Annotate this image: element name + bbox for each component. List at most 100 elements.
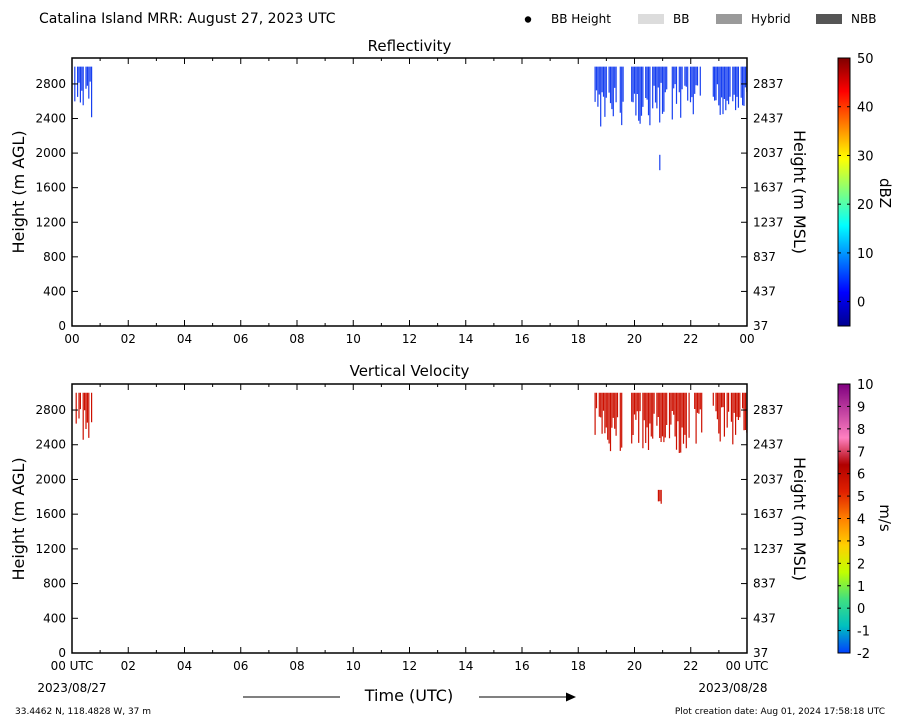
reflectivity-panel: Reflectivity Height (m AGL) Height (m MS…	[9, 37, 894, 346]
y-tick-label-right: 2437	[753, 112, 784, 126]
velocity-colorbar: -2 -1 0 1 2 3 4 5 6 7 8 9 10	[837, 378, 874, 662]
y-tick-label: 400	[43, 284, 66, 298]
y-tick-label-right: 437	[753, 284, 776, 298]
velocity-title: Vertical Velocity	[350, 362, 470, 380]
plot-frame	[71, 57, 748, 327]
reflectivity-colorbar: 0 10 20 30 40 50	[837, 52, 874, 327]
x-tick-label: 18	[571, 659, 586, 673]
y-tick-label: 2800	[35, 77, 66, 91]
y-tick-label-right: 1237	[753, 215, 784, 229]
colorbar-tick-label: 8	[857, 423, 865, 438]
legend-label-2: Hybrid	[751, 12, 791, 26]
x-tick-label: 08	[289, 332, 304, 346]
y-tick-label: 0	[58, 319, 66, 333]
x-tick-label: 04	[177, 659, 192, 673]
y-tick-label-right: 1237	[753, 542, 784, 556]
colorbar-tick-label: 6	[857, 468, 865, 483]
plot-creation-date: Plot creation date: Aug 01, 2024 17:58:1…	[675, 707, 885, 717]
y-tick-label: 2400	[35, 112, 66, 126]
echo-segment-1	[594, 66, 624, 127]
start-date: 2023/08/27	[37, 681, 106, 695]
y-tick-label-right: 2037	[753, 472, 784, 486]
time-arrow-head-icon	[566, 692, 576, 702]
y-tick-label: 400	[43, 611, 66, 625]
colorbar-tick-label: 7	[857, 445, 865, 460]
x-tick-label: 20	[627, 332, 642, 346]
legend-swatch-hybrid	[716, 14, 742, 24]
x-tick-label: 06	[233, 332, 248, 346]
x-tick-label: 00	[739, 332, 754, 346]
colorbar-tick-label: 0	[857, 296, 865, 311]
velocity-ylabel-agl: Height (m AGL)	[9, 457, 28, 580]
x-tick-label: 02	[121, 332, 136, 346]
legend-label-1: BB	[673, 12, 689, 26]
reflectivity-ylabel-msl: Height (m MSL)	[790, 130, 809, 254]
x-tick-label: 00 UTC	[51, 659, 94, 673]
y-tick-label-right: 2037	[753, 146, 784, 160]
y-tick-label-right: 37	[753, 319, 768, 333]
x-tick-label: 14	[458, 332, 473, 346]
y-tick-label-right: 2437	[753, 438, 784, 452]
colorbar-ramp	[837, 57, 851, 327]
legend-swatch-bb	[638, 14, 664, 24]
legend-swatch-nbb	[816, 14, 842, 24]
colorbar-tick-label: 30	[857, 149, 874, 164]
y-tick-label-right: 1637	[753, 507, 784, 521]
y-tick-label: 2000	[35, 146, 66, 160]
colorbar-tick-label: 1	[857, 580, 865, 595]
y-tick-label: 1200	[35, 215, 66, 229]
x-tick-label: 06	[233, 659, 248, 673]
y-tick-label: 0	[58, 646, 66, 660]
colorbar-tick-label: -2	[857, 647, 870, 662]
y-tick-label-right: 1637	[753, 181, 784, 195]
y-tick-label-right: 837	[753, 577, 776, 591]
legend-label-0: BB Height	[551, 12, 611, 26]
colorbar-tick-label: 2	[857, 557, 865, 572]
station-location: 33.4462 N, 118.4828 W, 37 m	[15, 707, 151, 717]
y-tick-label: 2400	[35, 438, 66, 452]
x-tick-label: 22	[683, 332, 698, 346]
end-date: 2023/08/28	[698, 681, 767, 695]
colorbar-tick-label: 3	[857, 535, 865, 550]
x-tick-label: 18	[571, 332, 586, 346]
colorbar-tick-label: 50	[857, 52, 874, 67]
echo-segment-0	[75, 392, 93, 440]
y-tick-label-right: 2837	[753, 77, 784, 91]
x-tick-label: 02	[121, 659, 136, 673]
y-tick-label-right: 2837	[753, 403, 784, 417]
velocity-colorbar-label: m/s	[876, 504, 894, 532]
reflectivity-colorbar-label: dBZ	[876, 178, 894, 208]
x-tick-label: 20	[627, 659, 642, 673]
colorbar-tick-label: 5	[857, 490, 865, 505]
y-tick-label: 800	[43, 250, 66, 264]
bb-height-dot-icon	[524, 16, 532, 23]
x-tick-label: 12	[402, 659, 417, 673]
y-tick-label: 800	[43, 577, 66, 591]
y-tick-label: 2800	[35, 403, 66, 417]
legend-label-3: NBB	[851, 12, 876, 26]
reflectivity-title: Reflectivity	[368, 37, 452, 55]
x-tick-label: 00	[64, 332, 79, 346]
y-tick-label-right: 37	[753, 646, 768, 660]
x-tick-label: 22	[683, 659, 698, 673]
x-tick-label: 10	[346, 332, 361, 346]
y-tick-label: 2000	[35, 472, 66, 486]
colorbar-tick-label: 0	[857, 602, 865, 617]
y-tick-label: 1200	[35, 542, 66, 556]
colorbar-tick-label: 10	[857, 378, 874, 393]
echo-segment-3	[712, 392, 748, 445]
figure-title: Catalina Island MRR: August 27, 2023 UTC	[39, 11, 336, 27]
y-tick-label: 1600	[35, 507, 66, 521]
x-tick-label: 00 UTC	[726, 659, 769, 673]
echo-segment-2	[631, 392, 703, 453]
quality-legend: BB Height BB Hybrid NBB	[524, 12, 876, 26]
colorbar-tick-label: 20	[857, 198, 874, 213]
echo-segment-2	[631, 66, 701, 126]
velocity-ylabel-msl: Height (m MSL)	[790, 457, 809, 581]
x-tick-label: 16	[514, 659, 529, 673]
reflectivity-ylabel-agl: Height (m AGL)	[9, 130, 28, 253]
y-tick-label-right: 837	[753, 250, 776, 264]
